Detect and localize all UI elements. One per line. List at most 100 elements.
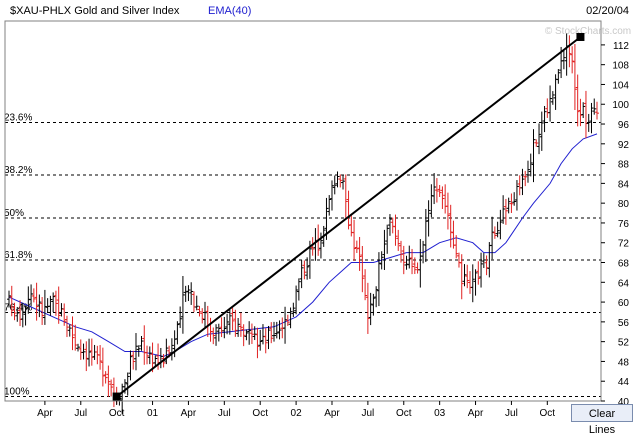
ohlc-bar bbox=[20, 302, 25, 328]
ohlc-bar bbox=[578, 98, 583, 127]
ohlc-bar bbox=[327, 195, 332, 216]
ohlc-bar bbox=[407, 245, 412, 269]
ohlc-bar bbox=[454, 235, 459, 259]
ohlc-bar bbox=[178, 306, 183, 329]
ohlc-bar bbox=[318, 232, 323, 259]
ohlc-bar bbox=[329, 180, 334, 211]
ohlc-bar bbox=[263, 328, 268, 354]
y-tick-label: 100 bbox=[612, 100, 629, 111]
ohlc-bar bbox=[470, 264, 475, 303]
fib-label: 50% bbox=[4, 208, 24, 219]
ohlc-bar bbox=[437, 184, 442, 198]
ohlc-bar bbox=[498, 209, 503, 240]
ohlc-bar bbox=[374, 286, 379, 308]
ohlc-bar bbox=[476, 261, 481, 285]
ohlc-bar bbox=[197, 305, 202, 317]
y-tick-label: 72 bbox=[618, 239, 630, 250]
ohlc-bar bbox=[423, 208, 428, 263]
ohlc-bar bbox=[575, 74, 580, 127]
ohlc-bar bbox=[277, 320, 282, 340]
y-tick-label: 92 bbox=[618, 140, 630, 151]
plot-frame bbox=[4, 20, 602, 402]
ohlc-bar bbox=[393, 214, 398, 246]
ohlc-bar bbox=[62, 303, 67, 326]
trendline bbox=[116, 36, 582, 398]
x-tick-label: Apr bbox=[324, 408, 340, 419]
ohlc-bar bbox=[7, 290, 11, 308]
x-tick-label: 02 bbox=[291, 408, 303, 419]
ohlc-bar bbox=[100, 347, 105, 387]
ohlc-bar bbox=[73, 324, 78, 351]
ohlc-bar bbox=[164, 338, 169, 365]
trendline-end-handle bbox=[576, 32, 585, 41]
ohlc-bar bbox=[514, 180, 519, 211]
ohlc-bar bbox=[294, 285, 299, 315]
ohlc-bar bbox=[299, 259, 304, 289]
ohlc-bar bbox=[274, 321, 279, 339]
y-tick-label: 40 bbox=[618, 397, 630, 408]
ohlc-bar bbox=[53, 290, 58, 316]
ohlc-bar bbox=[432, 173, 437, 205]
ohlc-bar bbox=[387, 214, 392, 236]
ohlc-bar bbox=[9, 285, 14, 317]
ohlc-bar bbox=[459, 254, 464, 300]
price-chart[interactable]: $XAU-PHLX Gold and Silver Index EMA(40) … bbox=[0, 0, 637, 426]
fib-label: 38.2% bbox=[4, 165, 32, 176]
x-tick-label: Jul bbox=[74, 408, 87, 419]
ohlc-bar bbox=[133, 333, 138, 371]
ohlc-bar bbox=[153, 355, 158, 367]
ohlc-bar bbox=[368, 292, 373, 326]
ohlc-bar bbox=[249, 323, 254, 344]
x-tick-label: Apr bbox=[37, 408, 53, 419]
ohlc-bar bbox=[595, 101, 599, 120]
ohlc-bar bbox=[183, 285, 188, 302]
clear-lines-button[interactable]: Clear Lines bbox=[571, 404, 633, 436]
ohlc-bar bbox=[426, 200, 431, 237]
ohlc-bar bbox=[399, 240, 403, 263]
ohlc-bar bbox=[70, 316, 75, 351]
y-tick-label: 56 bbox=[618, 318, 630, 329]
y-tick-label: 108 bbox=[612, 61, 629, 72]
ohlc-bar bbox=[440, 186, 445, 209]
ohlc-bar bbox=[285, 314, 290, 326]
ohlc-bar bbox=[180, 276, 185, 334]
y-tick-label: 60 bbox=[618, 298, 630, 309]
ohlc-bar bbox=[189, 282, 194, 305]
ohlc-bar bbox=[247, 321, 252, 345]
ohlc-bar bbox=[376, 252, 381, 307]
ohlc-bar bbox=[283, 306, 288, 344]
x-tick-label: Jul bbox=[361, 408, 374, 419]
ohlc-bar bbox=[363, 269, 368, 301]
ohlc-bar bbox=[125, 372, 130, 396]
ohlc-bar bbox=[360, 245, 365, 293]
ohlc-bar bbox=[556, 69, 561, 84]
ohlc-bar bbox=[244, 329, 249, 341]
ohlc-bar bbox=[512, 192, 517, 206]
axes-layer: 40 44 48 52 56 60 64 68 72 76 80 84 88 92 96 100 104 108 1… bbox=[4, 20, 630, 419]
ohlc-bar bbox=[465, 264, 470, 289]
ohlc-bar bbox=[305, 257, 310, 280]
ohlc-bar bbox=[291, 302, 296, 318]
ohlc-bar bbox=[382, 229, 387, 270]
ohlc-bar bbox=[509, 193, 514, 213]
ohlc-bar bbox=[445, 192, 450, 230]
ohlc-bar bbox=[296, 278, 301, 301]
ohlc-bar bbox=[490, 216, 495, 260]
ohlc-bar bbox=[87, 338, 92, 367]
ohlc-bar bbox=[147, 346, 152, 365]
y-tick-label: 64 bbox=[618, 278, 630, 289]
x-tick-label: Oct bbox=[540, 408, 556, 419]
ohlc-bar bbox=[84, 341, 89, 372]
ohlc-bar bbox=[238, 312, 243, 337]
ohlc-bar bbox=[145, 345, 150, 365]
ohlc-bar bbox=[506, 197, 511, 214]
ohlc-bar bbox=[401, 245, 406, 275]
ohlc-bar bbox=[531, 129, 536, 183]
ohlc-bar bbox=[214, 324, 219, 346]
ohlc-bar bbox=[357, 236, 362, 271]
ohlc-bar bbox=[501, 195, 506, 224]
y-tick-label: 68 bbox=[618, 259, 630, 270]
chart-title: $XAU-PHLX Gold and Silver Index bbox=[10, 5, 180, 17]
ohlc-bar bbox=[484, 255, 489, 276]
